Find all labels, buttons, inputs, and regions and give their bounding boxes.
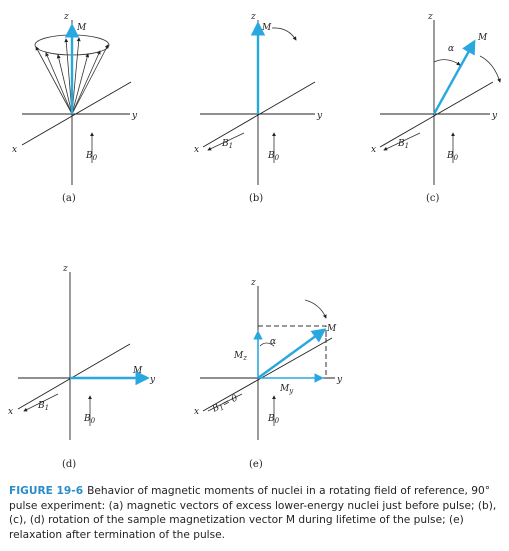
figure-number: FIGURE 19-6 — [9, 485, 84, 497]
panel-a: z y x M B0 (a) — [12, 12, 138, 204]
b0-label: B0 — [83, 414, 96, 425]
angle-arc — [433, 59, 461, 66]
my-label: My — [279, 384, 294, 395]
figure-caption: FIGURE 19-6 Behavior of magnetic moments … — [9, 484, 504, 542]
b1-arrow — [23, 393, 59, 412]
alpha-label: α — [448, 44, 454, 54]
y-axis-label: y — [491, 111, 498, 121]
y-axis-label: y — [149, 375, 156, 385]
b0-label: B0 — [85, 151, 98, 162]
panel-b: z y x M B1 B0 (b) — [194, 12, 323, 204]
y-axis-label: y — [131, 111, 138, 121]
b1-label: B1 — [221, 139, 233, 150]
x-axis — [17, 343, 131, 410]
m-label: M — [261, 23, 272, 33]
x-axis — [202, 337, 333, 412]
nuclear-moment-vectors — [35, 37, 109, 115]
b1-line — [207, 393, 243, 412]
b1-arrow — [207, 132, 245, 151]
b0-label: B0 — [267, 414, 280, 425]
magnetization-vector-m — [432, 39, 476, 115]
magnetization-vector-m — [257, 328, 327, 379]
z-axis-label: z — [250, 278, 256, 288]
panel-e-caption: (e) — [249, 459, 263, 470]
b1-zero-label: B1= 0 — [210, 393, 240, 416]
y-axis-label: y — [316, 111, 323, 121]
alpha-label: α — [270, 337, 276, 347]
z-axis-label: z — [250, 12, 256, 22]
x-axis-label: x — [371, 145, 376, 155]
panel-b-caption: (b) — [249, 193, 263, 204]
x-axis-label: x — [8, 407, 13, 417]
rotation-arrow — [479, 55, 501, 83]
x-axis — [379, 81, 494, 148]
m-label: M — [326, 324, 337, 334]
rotation-arrow — [271, 27, 297, 41]
z-axis-label: z — [62, 264, 68, 274]
m-label: M — [76, 23, 87, 33]
x-axis — [202, 81, 316, 148]
m-label: M — [477, 33, 488, 43]
component-box — [258, 325, 327, 378]
panel-c: z y x M α B1 B0 (c) — [371, 12, 501, 204]
mz-label: Mz — [233, 351, 247, 362]
x-axis-label: x — [12, 145, 17, 155]
b0-label: B0 — [267, 151, 280, 162]
caption-text: Behavior of magnetic moments of nuclei i… — [9, 485, 497, 541]
panel-a-caption: (a) — [62, 193, 76, 204]
panel-d: z y x M B1 B0 (d) — [8, 264, 156, 470]
b1-arrow — [383, 132, 421, 151]
z-axis-label: z — [63, 12, 69, 22]
z-axis-label: z — [427, 12, 433, 22]
rotation-arrow — [304, 299, 327, 319]
figure-diagram: z y x M B0 (a) z y x M B1 — [8, 12, 501, 470]
b1-label: B1 — [397, 139, 409, 150]
m-label: M — [132, 366, 143, 376]
x-axis — [21, 81, 132, 146]
panel-e: z y x M Mz My α B1= 0 B0 (e) — [194, 278, 343, 470]
x-axis-label: x — [194, 145, 199, 155]
panel-c-caption: (c) — [426, 193, 440, 204]
panel-d-caption: (d) — [62, 459, 76, 470]
b0-label: B0 — [446, 151, 459, 162]
x-axis-label: x — [194, 407, 199, 417]
y-axis-label: y — [336, 375, 343, 385]
b1-label: B1 — [37, 401, 49, 412]
angle-arc — [259, 342, 275, 347]
